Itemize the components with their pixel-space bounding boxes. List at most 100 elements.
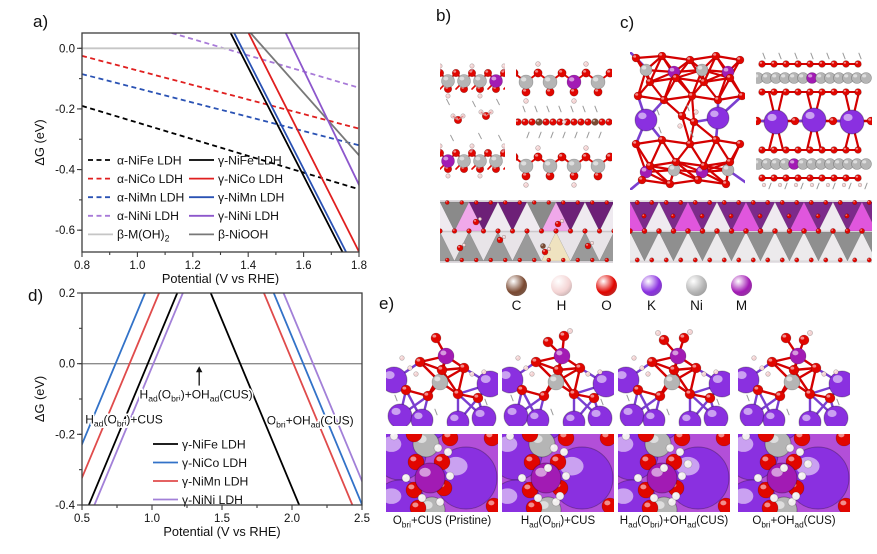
series-α-NiCo LDH [82,55,359,130]
x-tick-label: 1.8 [351,260,367,272]
panel-label-b: b) [436,6,452,25]
caption-e-ohad: Obri+OHad(CUS) [752,515,836,530]
series-γ-NiMn LDH [233,33,348,252]
caption-e-had: Had(Obri)+CUS [520,515,596,530]
series-γ-NiCo LDH [247,33,359,252]
series-γ-NiNi LDH [284,33,359,187]
legend-label: α-NiFe LDH [117,153,182,167]
structure-e-sideview-had [502,328,614,426]
y-tick-label: 0.2 [59,288,75,300]
legend-label: γ-NiCo LDH [182,456,247,470]
structure-gamma-ldh-top [630,200,872,263]
y-tick-label: 0.0 [59,43,75,55]
structure-alpha-ldh-side-2 [516,52,612,190]
y-tick-label: -0.4 [55,500,75,512]
annotation: Had(Obri)+CUS [85,413,163,429]
x-tick-label: 1.6 [296,260,312,272]
legend-label: γ-NiFe LDH [218,153,282,167]
atom-legend-item-H: H [539,275,584,313]
panel-label-a: a) [33,12,49,31]
series-γ-NiMn LDH [262,293,354,505]
structure-e-sideview-pristine [386,328,498,426]
atom-label-H: H [556,298,567,313]
series-α-NiNi LDH [168,33,359,89]
atom-label-C: C [511,298,522,313]
x-tick-label: 0.5 [74,513,90,525]
legend-label: β-M(OH)2 [117,228,170,244]
x-tick-label: 1.5 [214,513,230,525]
structure-alpha-ldh-side-1 [440,52,505,190]
series-γ-NiMn LDH [82,293,161,481]
chart-lhd-oer-free-energy: 0.8 1.0 1.2 1.4 1.6 1.8 0.0 -0.2 -0.4 -0.6 Potenti… [32,32,367,285]
series-γ-NiNi LDH [282,293,362,484]
atom-label-K: K [646,298,656,313]
x-axis-title: Potential (V vs RHE) [163,524,280,539]
x-tick-label: 1.2 [185,260,201,272]
series-β-NiOOH [249,33,359,157]
legend-label: β-NiOOH [218,228,268,242]
atom-sphere-K [641,275,662,296]
panel-label-e: e) [379,294,395,313]
annotation: Obri+OHad(CUS) [267,413,354,429]
series-γ-NiNi LDH [93,293,184,505]
y-axis-title: ΔG (eV) [32,119,47,165]
legend-label: γ-NiMn LDH [182,474,248,488]
y-tick-label: -0.6 [55,225,75,237]
structure-e-sideview-ohad [738,328,850,426]
caption-e-had-ohad: Had(Obri)+OHad(CUS) [619,515,729,530]
y-axis-title: ΔG (eV) [32,376,47,422]
atom-legend-item-Ni: Ni [674,275,719,313]
series-γ-NiFe LDH [209,293,301,505]
structure-gamma-ldh-side-1 [630,52,745,190]
legend-label: α-NiCo LDH [117,172,183,186]
atom-sphere-O [596,275,617,296]
atom-label-O: O [601,298,612,313]
atom-legend-item-M: M [719,275,764,313]
panel-label-d: d) [28,286,44,305]
legend-label: α-NiMn LDH [117,191,184,205]
x-tick-label: 1.0 [129,260,145,272]
x-tick-label: 0.8 [74,260,90,272]
atom-sphere-Ni [686,275,707,296]
structure-e-sideview-had-ohad [618,328,730,426]
legend-label: γ-NiFe LDH [182,437,246,451]
structure-e-topview-ohad [738,434,850,512]
y-tick-label: -0.4 [55,165,75,177]
x-tick-label: 2.0 [284,513,300,525]
series-α-NiFe LDH [82,105,359,191]
legend-label: α-NiNi LDH [117,209,179,223]
atom-legend-item-O: O [584,275,629,313]
structure-e-topview-pristine [386,434,498,512]
y-tick-label: -0.2 [55,429,75,441]
series-γ-NiFe LDH [229,33,344,252]
legend-label: γ-NiNi LDH [218,209,279,223]
legend-label: γ-NiCo LDH [218,172,283,186]
atom-sphere-H [551,275,572,296]
y-tick-label: -0.2 [55,104,75,116]
structure-e-topview-had [502,434,614,512]
series-γ-NiCo LDH [82,293,147,447]
atom-sphere-M [731,275,752,296]
atom-sphere-C [506,275,527,296]
atom-legend-item-K: K [629,275,674,313]
plot-lines [82,33,359,252]
legend-label: γ-NiNi LDH [182,493,243,507]
atom-label-M: M [735,298,748,313]
panel-label-c: c) [620,13,635,32]
legend-label: γ-NiMn LDH [218,191,284,205]
chart-gamma-ldh-volcano: 0.5 1.0 1.5 2.0 2.5 0.2 0.0 -0.2 -0.4 Potential (… [32,288,370,539]
atom-label-Ni: Ni [690,298,703,313]
atom-color-legend: C H O K Ni M [494,275,764,313]
structure-e-topview-had-ohad [618,434,730,512]
atom-legend-item-C: C [494,275,539,313]
x-tick-label: 1.4 [240,260,257,272]
x-tick-label: 2.5 [354,513,370,525]
x-axis-title: Potential (V vs RHE) [162,271,279,285]
series-α-NiMn LDH [82,73,359,147]
structure-alpha-ldh-top [440,200,613,263]
x-tick-label: 1.0 [144,513,160,525]
y-tick-label: 0.0 [59,359,75,371]
plot-lines [82,293,362,505]
series-γ-NiFe LDH [87,293,179,505]
